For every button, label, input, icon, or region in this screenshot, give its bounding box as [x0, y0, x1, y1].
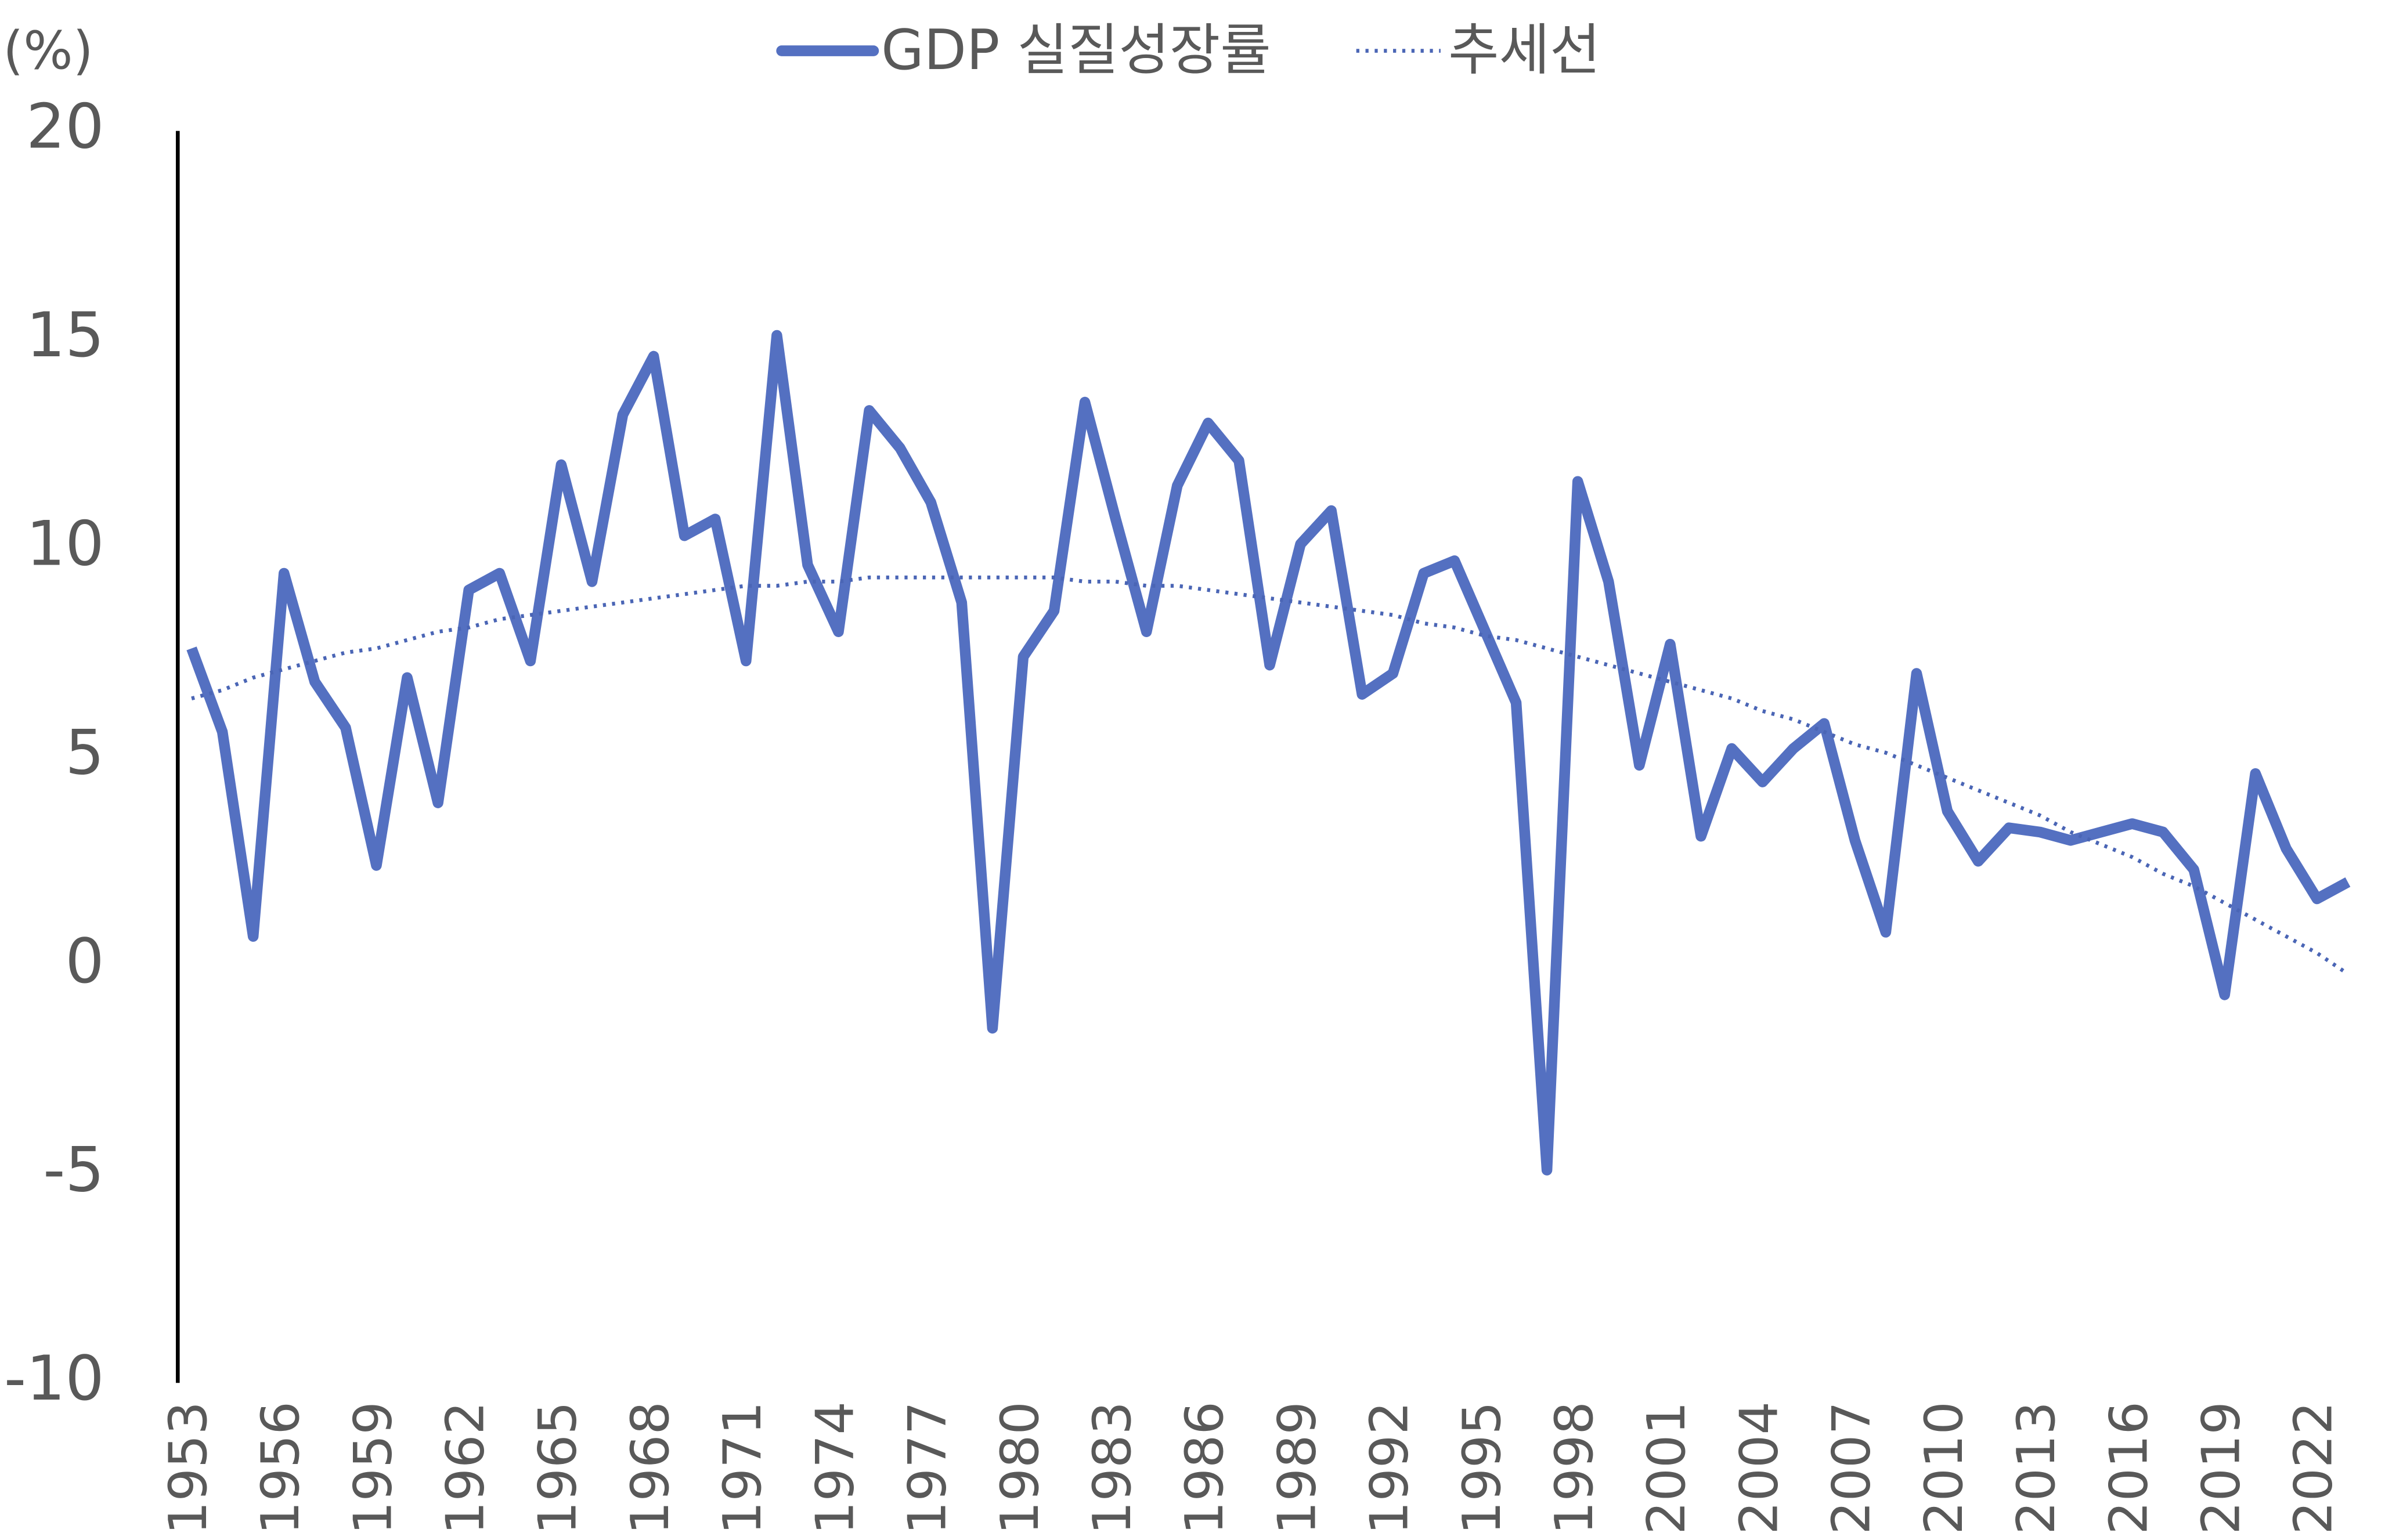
x-tick-label: 1953: [158, 1401, 219, 1535]
x-tick-label: 1983: [1082, 1401, 1143, 1535]
x-tick-label: 1959: [343, 1401, 404, 1535]
x-tick-label: 1977: [897, 1401, 958, 1535]
x-tick-label: 1965: [528, 1401, 589, 1535]
x-tick-label: 1989: [1267, 1401, 1328, 1535]
x-tick-label: 1992: [1359, 1401, 1420, 1535]
x-tick-label: 2013: [2006, 1401, 2067, 1535]
x-tick-label: 2022: [2283, 1401, 2344, 1535]
x-tick-label: 1986: [1174, 1401, 1235, 1535]
x-tick-label: 1980: [990, 1401, 1051, 1535]
y-tick-label: -10: [4, 1343, 104, 1414]
data-line: [186, 330, 2351, 1176]
x-tick-label: 1995: [1452, 1401, 1513, 1535]
x-tick-label: 2001: [1636, 1401, 1697, 1535]
x-tick-label: 1971: [712, 1401, 773, 1535]
y-tick-label: 10: [26, 508, 104, 579]
y-axis-label: (%): [3, 20, 93, 81]
x-tick-label: 2016: [2098, 1401, 2159, 1535]
x-tick-label: 1962: [435, 1401, 496, 1535]
y-tick-label: 15: [26, 299, 104, 371]
x-tick-label: 1998: [1544, 1401, 1605, 1535]
x-tick-label: 1974: [805, 1401, 866, 1535]
legend-label: GDP 실질성장률: [881, 19, 1271, 82]
x-tick-label: 1956: [250, 1401, 311, 1535]
y-tick-label: 5: [65, 717, 104, 788]
trend-line: [191, 575, 2349, 976]
x-tick-label: 2004: [1729, 1401, 1790, 1535]
y-tick-label: -5: [43, 1134, 104, 1205]
y-tick-label: 20: [26, 91, 104, 162]
x-tick-label: 2010: [1914, 1401, 1975, 1535]
x-tick-label: 2019: [2191, 1401, 2252, 1535]
x-tick-label: 2007: [1821, 1401, 1882, 1535]
x-tick-label: 1968: [620, 1401, 681, 1535]
y-tick-label: 0: [65, 926, 104, 997]
legend-label: 추세선: [1448, 19, 1600, 82]
